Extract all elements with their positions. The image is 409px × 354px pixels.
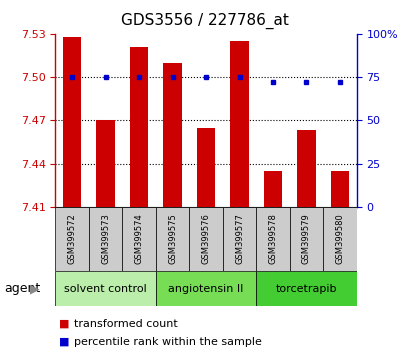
Text: GDS3556 / 227786_at: GDS3556 / 227786_at xyxy=(121,12,288,29)
Text: ▶: ▶ xyxy=(30,282,39,295)
Bar xyxy=(122,207,155,271)
Bar xyxy=(289,207,322,271)
Bar xyxy=(222,207,256,271)
Bar xyxy=(330,171,348,207)
Bar xyxy=(189,207,222,271)
Bar xyxy=(196,127,215,207)
Bar xyxy=(230,41,248,207)
Bar xyxy=(155,207,189,271)
Text: solvent control: solvent control xyxy=(64,284,146,293)
Text: ■: ■ xyxy=(59,319,70,329)
Bar xyxy=(155,271,256,306)
Text: GSM399575: GSM399575 xyxy=(168,213,177,264)
Bar xyxy=(297,131,315,207)
Bar xyxy=(55,271,155,306)
Text: ■: ■ xyxy=(59,337,70,347)
Text: GSM399578: GSM399578 xyxy=(268,213,277,264)
Bar xyxy=(256,271,356,306)
Bar xyxy=(96,120,115,207)
Bar xyxy=(130,47,148,207)
Text: GSM399576: GSM399576 xyxy=(201,213,210,264)
Bar xyxy=(256,207,289,271)
Bar xyxy=(55,207,89,271)
Text: GSM399580: GSM399580 xyxy=(335,213,344,264)
Text: GSM399579: GSM399579 xyxy=(301,213,310,264)
Bar xyxy=(263,171,281,207)
Bar xyxy=(89,207,122,271)
Text: agent: agent xyxy=(4,282,40,295)
Text: GSM399577: GSM399577 xyxy=(234,213,243,264)
Bar xyxy=(322,207,356,271)
Text: GSM399573: GSM399573 xyxy=(101,213,110,264)
Bar xyxy=(63,36,81,207)
Text: torcetrapib: torcetrapib xyxy=(275,284,336,293)
Text: GSM399572: GSM399572 xyxy=(67,213,76,264)
Text: transformed count: transformed count xyxy=(74,319,177,329)
Text: angiotensin II: angiotensin II xyxy=(168,284,243,293)
Text: GSM399574: GSM399574 xyxy=(134,213,143,264)
Bar xyxy=(163,63,181,207)
Text: percentile rank within the sample: percentile rank within the sample xyxy=(74,337,261,347)
